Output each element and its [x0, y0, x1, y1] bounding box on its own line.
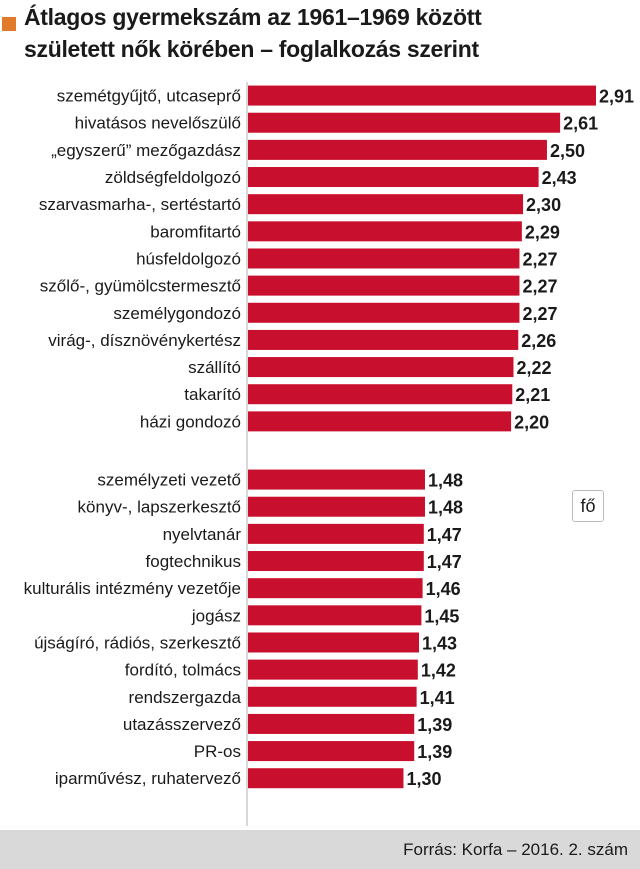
bar-chart: szemétgyűjtő, utcaseprő 2,91 hivatásos nev… — [24, 82, 634, 826]
bar — [248, 768, 404, 789]
category-label: könyv-, lapszerkesztő — [78, 498, 241, 517]
category-label: fordító, tolmács — [125, 661, 241, 680]
category-label: személygondozó — [113, 304, 241, 323]
bar — [248, 551, 424, 572]
value-label: 2,50 — [550, 141, 585, 161]
category-label: PR-os — [194, 742, 241, 761]
bar — [248, 411, 512, 432]
category-label: húsfeldolgozó — [136, 249, 241, 268]
bar — [248, 357, 514, 378]
bar — [248, 221, 522, 242]
bar — [248, 496, 425, 517]
value-label: 1,46 — [426, 579, 461, 599]
value-label: 1,39 — [417, 742, 452, 762]
category-label: szállító — [188, 358, 241, 377]
category-label: jogász — [191, 606, 241, 625]
value-label: 1,48 — [428, 498, 463, 518]
bar — [248, 523, 424, 544]
bar — [248, 578, 423, 599]
value-label: 1,43 — [422, 633, 457, 653]
chart-title-line-1: Átlagos gyermekszám az 1961–1969 között — [24, 4, 482, 30]
bar — [248, 329, 519, 350]
value-label: 2,91 — [599, 87, 634, 107]
value-label: 1,30 — [406, 769, 441, 789]
category-label: nyelvtanár — [163, 525, 242, 544]
value-label: 1,41 — [420, 688, 455, 708]
value-label: 1,39 — [417, 715, 452, 735]
category-label: hivatásos nevelőszülő — [75, 114, 241, 133]
unit-label: fő — [572, 490, 604, 522]
bar — [248, 85, 596, 106]
category-label: zöldségfeldolgozó — [105, 168, 241, 187]
bar — [248, 275, 520, 296]
value-label: 2,21 — [515, 385, 550, 405]
bar — [248, 139, 547, 160]
title-marker — [2, 17, 16, 31]
category-label: baromfitartó — [150, 222, 241, 241]
value-label: 2,43 — [542, 168, 577, 188]
value-label: 2,30 — [526, 195, 561, 215]
category-label: kulturális intézmény vezetője — [24, 579, 241, 598]
value-label: 1,47 — [427, 525, 462, 545]
bar — [248, 248, 520, 269]
source-text: Forrás: Korfa – 2016. 2. szám — [403, 840, 628, 859]
category-label: virág-, dísznövénykertész — [48, 331, 241, 350]
category-label: takarító — [184, 385, 241, 404]
value-label: 1,47 — [427, 552, 462, 572]
value-label: 2,26 — [521, 331, 556, 351]
bar — [248, 632, 420, 653]
category-label: szőlő-, gyümölcstermesztő — [40, 277, 241, 296]
bar — [248, 384, 513, 405]
value-label: 2,61 — [563, 114, 598, 134]
bar — [248, 659, 418, 680]
category-label: utazásszervező — [123, 715, 241, 734]
category-label: rendszergazda — [129, 688, 242, 707]
value-label: 1,48 — [428, 471, 463, 491]
category-label: iparművész, ruhatervező — [55, 769, 241, 788]
value-label: 2,22 — [516, 358, 551, 378]
bar — [248, 469, 425, 490]
value-label: 2,20 — [514, 412, 549, 432]
bar — [248, 686, 417, 707]
value-label: 2,27 — [522, 249, 557, 269]
category-label: személyzeti vezető — [97, 471, 241, 490]
bar — [248, 605, 422, 626]
category-label: fogtechnikus — [146, 552, 241, 571]
source-footer: Forrás: Korfa – 2016. 2. szám — [0, 830, 640, 869]
bar — [248, 112, 561, 133]
value-label: 2,27 — [522, 304, 557, 324]
category-label: „egyszerű” mezőgazdász — [51, 141, 241, 160]
category-label: szemétgyűjtő, utcaseprő — [57, 87, 241, 106]
category-label: újságíró, rádiós, szerkesztő — [34, 633, 241, 652]
bar — [248, 167, 539, 188]
bar — [248, 302, 520, 323]
value-label: 2,29 — [525, 222, 560, 242]
bar — [248, 741, 415, 762]
value-label: 1,45 — [424, 606, 459, 626]
value-label: 1,42 — [421, 661, 456, 681]
category-label: szarvasmarha-, sertéstartó — [39, 195, 241, 214]
value-label: 2,27 — [522, 277, 557, 297]
bar — [248, 194, 524, 215]
category-label: házi gondozó — [140, 412, 241, 431]
chart-title-line-2: született nők körében – foglalkozás szer… — [24, 36, 479, 62]
bar — [248, 713, 415, 734]
